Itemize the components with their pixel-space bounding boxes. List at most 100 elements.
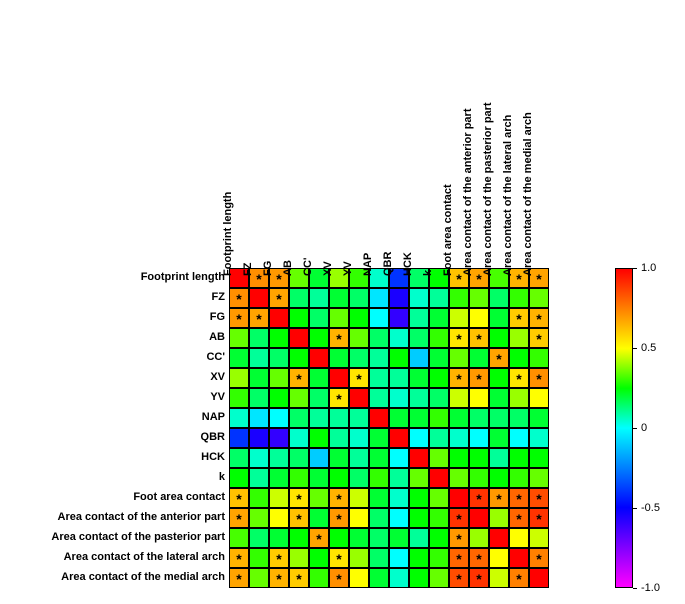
heatmap-cell xyxy=(449,428,469,448)
heatmap-cell xyxy=(449,408,469,428)
heatmap-cell xyxy=(289,548,309,568)
heatmap-cell xyxy=(369,528,389,548)
heatmap-cell xyxy=(349,368,369,388)
heatmap-cell xyxy=(309,328,329,348)
colorbar-tick-label: -1.0 xyxy=(641,582,660,594)
column-label: Area contact of the lateral arch xyxy=(502,115,514,276)
row-label: CC' xyxy=(206,351,225,363)
heatmap-cell xyxy=(329,328,349,348)
column-label: Area contact of the pasterior part xyxy=(482,102,494,276)
column-label: FG xyxy=(262,261,274,276)
heatmap-cell xyxy=(269,348,289,368)
heatmap-cell xyxy=(429,548,449,568)
heatmap-cell xyxy=(469,368,489,388)
heatmap-cell xyxy=(389,548,409,568)
heatmap-cell xyxy=(269,488,289,508)
heatmap-cell xyxy=(369,368,389,388)
heatmap-cell xyxy=(509,328,529,348)
colorbar-tick-label: 0.5 xyxy=(641,342,656,354)
heatmap-cell xyxy=(309,388,329,408)
heatmap-cell xyxy=(529,488,549,508)
heatmap-cell xyxy=(289,568,309,588)
heatmap-cell xyxy=(449,508,469,528)
heatmap-cell xyxy=(469,468,489,488)
heatmap-cell xyxy=(529,388,549,408)
heatmap-cell xyxy=(409,388,429,408)
heatmap-cell xyxy=(509,408,529,428)
heatmap-cell xyxy=(389,328,409,348)
heatmap-cell xyxy=(449,468,469,488)
heatmap-cell xyxy=(269,548,289,568)
heatmap-cell xyxy=(429,508,449,528)
heatmap-cell xyxy=(429,348,449,368)
heatmap-cell xyxy=(249,488,269,508)
heatmap-cell xyxy=(409,448,429,468)
heatmap-cell xyxy=(529,508,549,528)
heatmap-cell xyxy=(249,448,269,468)
column-label: HCK xyxy=(402,252,414,276)
heatmap-cell xyxy=(229,448,249,468)
heatmap-cell xyxy=(269,428,289,448)
heatmap-cell xyxy=(469,568,489,588)
heatmap-cell xyxy=(249,408,269,428)
heatmap-cell xyxy=(429,368,449,388)
heatmap-cell xyxy=(229,568,249,588)
heatmap-cell xyxy=(349,568,369,588)
heatmap-cell xyxy=(309,468,329,488)
heatmap-cell xyxy=(389,308,409,328)
heatmap-cell xyxy=(229,488,249,508)
heatmap-cell xyxy=(329,548,349,568)
heatmap-cell xyxy=(289,328,309,348)
colorbar-tick-line xyxy=(633,588,637,589)
heatmap-cell xyxy=(409,548,429,568)
heatmap-cell xyxy=(529,428,549,448)
column-label: YV xyxy=(342,261,354,276)
heatmap-cell xyxy=(289,528,309,548)
heatmap-cell xyxy=(249,468,269,488)
heatmap-cell xyxy=(329,448,349,468)
heatmap-cell xyxy=(289,388,309,408)
heatmap-cell xyxy=(309,368,329,388)
heatmap-cell xyxy=(369,388,389,408)
heatmap-cell xyxy=(369,348,389,368)
heatmap-cell xyxy=(509,548,529,568)
heatmap-cell xyxy=(409,408,429,428)
heatmap-cell xyxy=(509,488,529,508)
heatmap-cell xyxy=(469,508,489,528)
heatmap-cell xyxy=(309,308,329,328)
heatmap-cell xyxy=(269,528,289,548)
heatmap-cell xyxy=(489,348,509,368)
heatmap-cell xyxy=(389,488,409,508)
heatmap-cell xyxy=(289,428,309,448)
heatmap-cell xyxy=(369,288,389,308)
heatmap-cell xyxy=(489,408,509,428)
row-label: Area contact of the lateral arch xyxy=(64,551,225,563)
heatmap-cell xyxy=(389,468,409,488)
heatmap-cell xyxy=(269,328,289,348)
heatmap-cell xyxy=(449,568,469,588)
heatmap-cell xyxy=(469,448,489,468)
heatmap-cell xyxy=(449,548,469,568)
heatmap-cell xyxy=(489,548,509,568)
heatmap-cell xyxy=(289,348,309,368)
heatmap-cell xyxy=(289,448,309,468)
heatmap-cell xyxy=(429,308,449,328)
heatmap-cell xyxy=(289,368,309,388)
heatmap-cell xyxy=(289,408,309,428)
heatmap-cell xyxy=(329,468,349,488)
row-label: YV xyxy=(210,391,225,403)
heatmap-cell xyxy=(329,528,349,548)
heatmap-cell xyxy=(329,348,349,368)
row-label: FG xyxy=(210,311,225,323)
heatmap-cell xyxy=(449,308,469,328)
heatmap-cell xyxy=(409,568,429,588)
heatmap-cell xyxy=(389,368,409,388)
row-label: Area contact of the medial arch xyxy=(61,571,225,583)
heatmap-cell xyxy=(249,568,269,588)
heatmap-cell xyxy=(389,408,409,428)
heatmap-cell xyxy=(529,468,549,488)
heatmap-cell xyxy=(489,308,509,328)
heatmap-cell xyxy=(489,528,509,548)
heatmap-cell xyxy=(249,308,269,328)
heatmap-cell xyxy=(229,348,249,368)
